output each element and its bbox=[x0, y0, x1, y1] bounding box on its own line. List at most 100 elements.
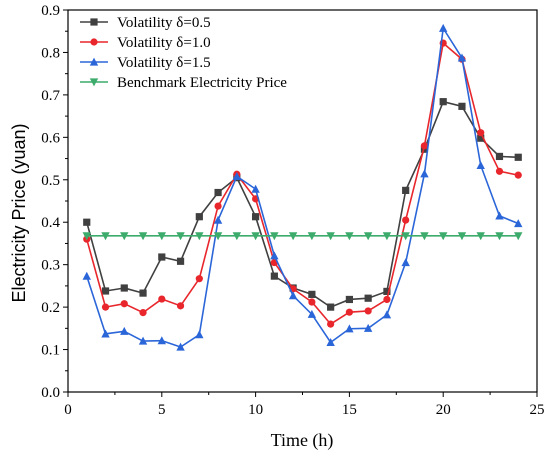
data-point bbox=[364, 307, 372, 315]
legend-swatch-marker bbox=[89, 57, 99, 66]
series-2 bbox=[83, 39, 522, 328]
x-axis-title: Time (h) bbox=[271, 430, 334, 451]
data-point bbox=[213, 232, 223, 241]
legend-item: Benchmark Electricity Price bbox=[80, 75, 287, 91]
data-point bbox=[382, 232, 392, 241]
legend-swatch-marker bbox=[90, 18, 98, 26]
data-point bbox=[457, 232, 467, 241]
data-point bbox=[308, 290, 316, 298]
data-point bbox=[382, 310, 392, 319]
data-point bbox=[232, 171, 242, 180]
series-line bbox=[85, 25, 519, 348]
data-point bbox=[495, 167, 504, 175]
data-point bbox=[214, 188, 222, 197]
data-point bbox=[157, 232, 166, 241]
data-point bbox=[495, 232, 504, 241]
data-point bbox=[195, 213, 203, 221]
data-point bbox=[270, 251, 279, 260]
data-point bbox=[458, 102, 466, 110]
data-point bbox=[195, 275, 203, 283]
data-point bbox=[495, 211, 504, 220]
data-point bbox=[176, 342, 185, 351]
data-point bbox=[101, 303, 110, 311]
data-point bbox=[138, 232, 148, 241]
series-3 bbox=[82, 23, 523, 351]
data-point bbox=[495, 152, 504, 161]
data-point bbox=[327, 303, 335, 311]
data-point bbox=[420, 232, 429, 241]
data-point bbox=[251, 184, 260, 193]
data-point bbox=[439, 98, 447, 106]
legend-label: Volatility δ=1.0 bbox=[117, 35, 211, 51]
axes: 0 5 10 15 20 25 0.0 0.1 0.2 0.3 0.4 0.5 0.6 0.7 0.8 0.9 bbox=[41, 3, 544, 418]
y-axis-title: Electricity Price (yuan) bbox=[9, 123, 29, 302]
data-point bbox=[383, 287, 391, 296]
y-tick-label: 0.0 bbox=[41, 385, 60, 401]
data-point bbox=[213, 215, 223, 224]
y-tick-label: 0.1 bbox=[41, 343, 60, 359]
legend-swatch-marker bbox=[89, 78, 99, 87]
data-point bbox=[270, 272, 278, 280]
data-point bbox=[363, 323, 373, 332]
data-point bbox=[157, 336, 166, 345]
data-point bbox=[308, 298, 316, 306]
data-point bbox=[457, 53, 467, 62]
data-point bbox=[514, 232, 523, 241]
data-point bbox=[345, 308, 353, 316]
series-4 bbox=[82, 232, 523, 241]
y-tick-label: 0.7 bbox=[41, 88, 60, 104]
y-tick-label: 0.2 bbox=[41, 300, 60, 316]
data-point bbox=[176, 232, 185, 241]
data-point bbox=[364, 294, 372, 302]
data-point bbox=[401, 232, 410, 241]
data-point bbox=[514, 171, 522, 179]
legend-item: Volatility δ=0.5 bbox=[80, 15, 211, 31]
y-tick-label: 0.4 bbox=[41, 215, 60, 231]
data-point bbox=[214, 202, 222, 210]
data-point bbox=[195, 330, 204, 339]
data-point bbox=[139, 289, 147, 297]
data-point bbox=[345, 232, 354, 241]
data-point bbox=[401, 258, 410, 267]
data-point bbox=[439, 23, 448, 32]
data-point bbox=[195, 232, 204, 241]
data-point bbox=[232, 232, 242, 241]
data-point bbox=[158, 253, 166, 261]
data-point bbox=[82, 232, 91, 241]
data-point bbox=[120, 300, 128, 308]
data-point bbox=[101, 287, 110, 295]
x-tick-label: 25 bbox=[530, 402, 545, 418]
y-tick-label: 0.5 bbox=[41, 173, 60, 189]
data-point bbox=[345, 295, 353, 304]
series-line bbox=[85, 41, 519, 326]
series-1 bbox=[83, 98, 522, 311]
y-tick-label: 0.3 bbox=[41, 258, 60, 274]
data-point bbox=[345, 324, 354, 333]
data-point bbox=[176, 302, 185, 310]
data-point bbox=[476, 232, 485, 241]
data-point bbox=[307, 232, 317, 241]
data-point bbox=[326, 337, 335, 346]
data-point bbox=[270, 232, 279, 241]
data-point bbox=[251, 232, 260, 241]
data-point bbox=[514, 153, 522, 161]
data-point bbox=[120, 284, 128, 292]
data-point bbox=[158, 295, 166, 303]
data-point bbox=[83, 218, 91, 226]
data-point bbox=[402, 186, 410, 194]
data-point bbox=[101, 329, 110, 338]
y-tick-label: 0.6 bbox=[41, 130, 60, 146]
data-point bbox=[477, 134, 485, 142]
x-tick-label: 20 bbox=[436, 402, 451, 418]
x-tick-label: 15 bbox=[342, 402, 357, 418]
legend-swatch-marker bbox=[90, 38, 98, 46]
data-point bbox=[476, 160, 485, 169]
y-tick-label: 0.9 bbox=[41, 3, 60, 19]
x-tick-label: 10 bbox=[248, 402, 263, 418]
data-point bbox=[402, 216, 410, 224]
data-point bbox=[420, 169, 429, 178]
y-tick-label: 0.8 bbox=[41, 45, 60, 61]
data-point bbox=[252, 213, 260, 221]
x-tick-label: 5 bbox=[158, 402, 166, 418]
